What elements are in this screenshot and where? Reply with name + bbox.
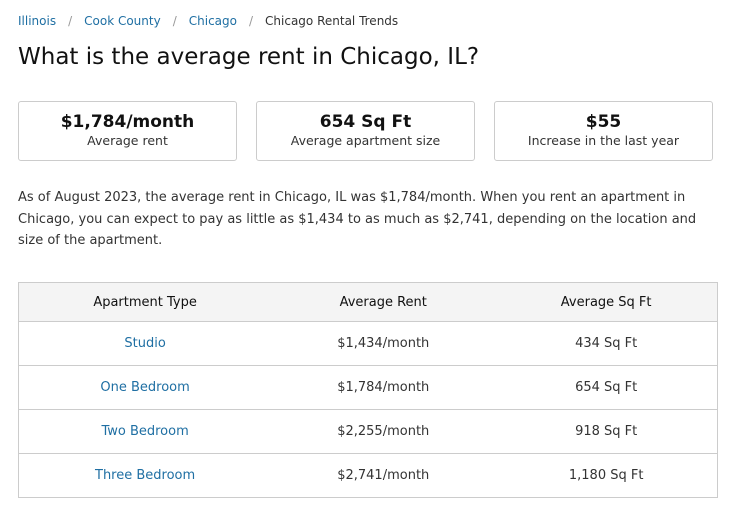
column-header: Apartment Type	[18, 282, 272, 322]
breadcrumb-separator: /	[68, 14, 73, 28]
average-sqft-cell: 1,180 Sq Ft	[568, 468, 644, 483]
table-row: Two Bedroom $2,255/month 918 Sq Ft	[18, 409, 718, 454]
breadcrumb-illinois[interactable]: Illinois	[18, 14, 57, 28]
breadcrumb-separator: /	[172, 14, 177, 28]
apartment-type-link[interactable]: Studio	[18, 321, 272, 366]
stat-value: $1,784/month	[60, 112, 195, 132]
table-header-row: Apartment Type Average Rent Average Sq F…	[18, 282, 718, 322]
page-title: What is the average rent in Chicago, IL?	[18, 44, 480, 70]
stat-value: 654 Sq Ft	[319, 112, 412, 132]
apartment-type-link[interactable]: Two Bedroom	[18, 409, 272, 454]
stat-card-average-rent: $1,784/month Average rent	[18, 101, 237, 161]
stat-label: Average apartment size	[290, 133, 441, 148]
breadcrumb-chicago[interactable]: Chicago	[188, 14, 237, 28]
stat-cards: $1,784/month Average rent 654 Sq Ft Aver…	[18, 101, 713, 161]
breadcrumb: Illinois / Cook County / Chicago / Chica…	[18, 14, 398, 28]
average-sqft-cell: 918 Sq Ft	[495, 409, 718, 454]
average-sqft-cell: 434 Sq Ft	[495, 321, 718, 366]
breadcrumb-separator: /	[248, 14, 254, 28]
column-header: Average Rent	[271, 282, 496, 322]
rent-table: Apartment Type Average Rent Average Sq F…	[18, 282, 718, 498]
apartment-type-link[interactable]: One Bedroom	[18, 365, 272, 410]
stat-value: $55	[585, 112, 622, 132]
breadcrumb-current: Chicago Rental Trends	[265, 14, 399, 28]
table-row: Studio $1,434/month 434 Sq Ft	[18, 321, 718, 366]
stat-label: Average rent	[87, 133, 168, 148]
table-row: Three Bedroom $2,741/month 1,180 Sq Ft	[19, 454, 718, 498]
average-rent-cell: $2,255/month	[271, 409, 496, 454]
average-rent-cell: $2,741/month	[337, 468, 430, 483]
average-rent-cell: $1,784/month	[271, 365, 496, 410]
stat-card-increase: $55 Increase in the last year	[494, 101, 713, 161]
apartment-type-link[interactable]: Three Bedroom	[95, 468, 196, 483]
average-rent-cell: $1,434/month	[271, 321, 496, 366]
column-header: Average Sq Ft	[495, 282, 718, 322]
table-row: One Bedroom $1,784/month 654 Sq Ft	[18, 365, 718, 410]
breadcrumb-cook-county[interactable]: Cook County	[84, 14, 161, 28]
rent-description: As of August 2023, the average rent in C…	[18, 190, 697, 248]
average-sqft-cell: 654 Sq Ft	[495, 365, 718, 410]
stat-card-apartment-size: 654 Sq Ft Average apartment size	[256, 101, 475, 161]
stat-label: Increase in the last year	[527, 133, 680, 148]
